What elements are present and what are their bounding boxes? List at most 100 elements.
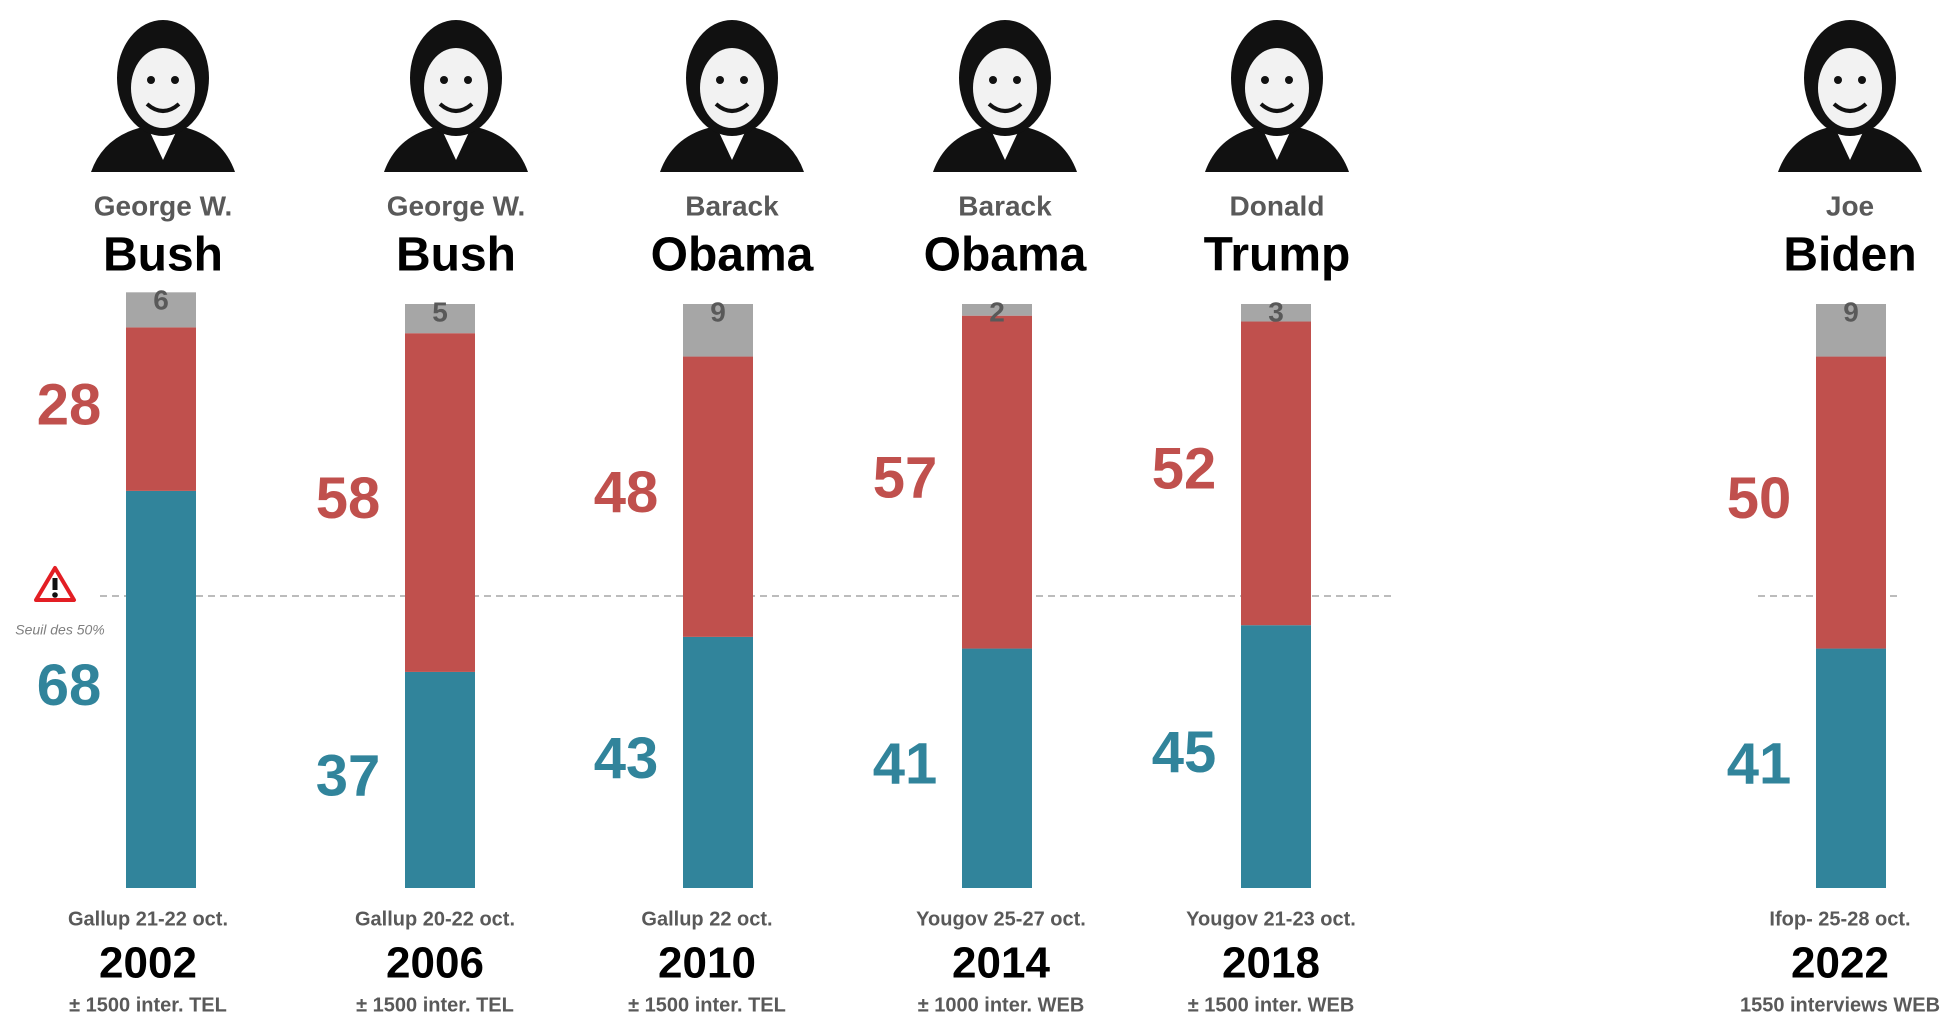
portrait-eye [716, 76, 724, 84]
portrait-face [424, 48, 488, 128]
value-label: 41 [873, 732, 938, 797]
portrait-eye [147, 76, 155, 84]
value-label: 41 [1727, 732, 1792, 797]
portrait-eye [440, 76, 448, 84]
portrait [91, 20, 235, 172]
pollster: Yougov 25-27 oct. [916, 908, 1086, 930]
portrait-collar [1263, 130, 1291, 160]
last-name: Obama [651, 229, 814, 282]
portrait-face [131, 48, 195, 128]
bar-segment [683, 636, 753, 888]
last-name: Obama [924, 229, 1087, 282]
value-label: 43 [594, 726, 659, 791]
portrait-eye [989, 76, 997, 84]
x-tick-label: 2018 [1222, 939, 1320, 988]
portrait-collar [442, 130, 470, 160]
threshold-label: Seuil des 50% [15, 622, 105, 638]
value-label: 50 [1727, 466, 1792, 531]
value-label: 57 [873, 445, 938, 510]
first-name: George W. [387, 190, 525, 221]
bar-segment [1241, 625, 1311, 888]
bar-segment [1816, 648, 1886, 888]
value-label: 9 [710, 296, 726, 327]
value-label: 52 [1152, 437, 1217, 502]
last-name: Trump [1204, 229, 1351, 282]
bar-segment [962, 304, 1032, 316]
x-tick-label: 2002 [99, 939, 197, 988]
portrait-collar [718, 130, 746, 160]
portrait-smile [987, 102, 1023, 113]
last-name: Bush [103, 229, 223, 282]
portrait-collar [1836, 130, 1864, 160]
portrait-collar [991, 130, 1019, 160]
x-tick-label: 2014 [952, 939, 1050, 988]
value-label: 6 [153, 285, 169, 316]
value-label: 37 [316, 743, 381, 808]
first-name: Joe [1826, 190, 1874, 221]
value-label: 2 [989, 296, 1005, 327]
x-tick-label: 2006 [386, 939, 484, 988]
portrait-face [1818, 48, 1882, 128]
portrait [1778, 20, 1922, 172]
portrait-smile [1832, 102, 1868, 113]
bar-segment [683, 304, 753, 357]
portrait-eye [740, 76, 748, 84]
portrait-face [973, 48, 1037, 128]
portrait [384, 20, 528, 172]
portrait [933, 20, 1077, 172]
x-tick-label: 2022 [1791, 939, 1889, 988]
last-name: Biden [1783, 229, 1916, 282]
portrait-smile [438, 102, 474, 113]
first-name: George W. [94, 190, 232, 221]
portrait-smile [1259, 102, 1295, 113]
value-label: 28 [37, 372, 102, 437]
portrait-smile [145, 102, 181, 113]
bar-segment [405, 333, 475, 672]
value-label: 68 [37, 653, 102, 718]
portrait-face [1245, 48, 1309, 128]
value-label: 9 [1843, 296, 1859, 327]
bar-segment [405, 304, 475, 334]
portrait-eye [1858, 76, 1866, 84]
sample: ± 1500 inter. TEL [356, 994, 514, 1016]
value-label: 45 [1152, 720, 1217, 785]
pollster: Gallup 21-22 oct. [68, 908, 228, 930]
first-name: Barack [958, 190, 1052, 221]
pollster: Ifop- 25-28 oct. [1769, 908, 1910, 930]
bar-segment [1241, 321, 1311, 626]
sample: ± 1000 inter. WEB [918, 994, 1085, 1016]
warning-icon [34, 566, 76, 602]
portrait [660, 20, 804, 172]
value-label: 58 [316, 466, 381, 531]
first-name: Donald [1230, 190, 1325, 221]
portrait-eye [1261, 76, 1269, 84]
first-name: Barack [685, 190, 779, 221]
pollster: Yougov 21-23 oct. [1186, 908, 1356, 930]
bar-segment [405, 671, 475, 888]
value-label: 3 [1268, 296, 1284, 327]
pollster: Gallup 22 oct. [641, 908, 772, 930]
portrait-eye [464, 76, 472, 84]
portrait [1205, 20, 1349, 172]
value-label: 48 [594, 460, 659, 525]
sample: ± 1500 inter. WEB [1188, 994, 1355, 1016]
bar-segment [962, 648, 1032, 888]
bar-segment [683, 356, 753, 637]
pollster: Gallup 20-22 oct. [355, 908, 515, 930]
portrait-smile [714, 102, 750, 113]
portrait-face [700, 48, 764, 128]
x-tick-label: 2010 [658, 939, 756, 988]
portrait-eye [171, 76, 179, 84]
bar-segment [126, 490, 196, 888]
value-label: 5 [432, 296, 448, 327]
portrait-collar [149, 130, 177, 160]
bar-segment [1816, 304, 1886, 357]
sample: ± 1500 inter. TEL [628, 994, 786, 1016]
bar-segment [126, 292, 196, 328]
last-name: Bush [396, 229, 516, 282]
bar-segment [1241, 304, 1311, 322]
portrait-eye [1285, 76, 1293, 84]
portrait-eye [1013, 76, 1021, 84]
bar-segment [1816, 356, 1886, 649]
